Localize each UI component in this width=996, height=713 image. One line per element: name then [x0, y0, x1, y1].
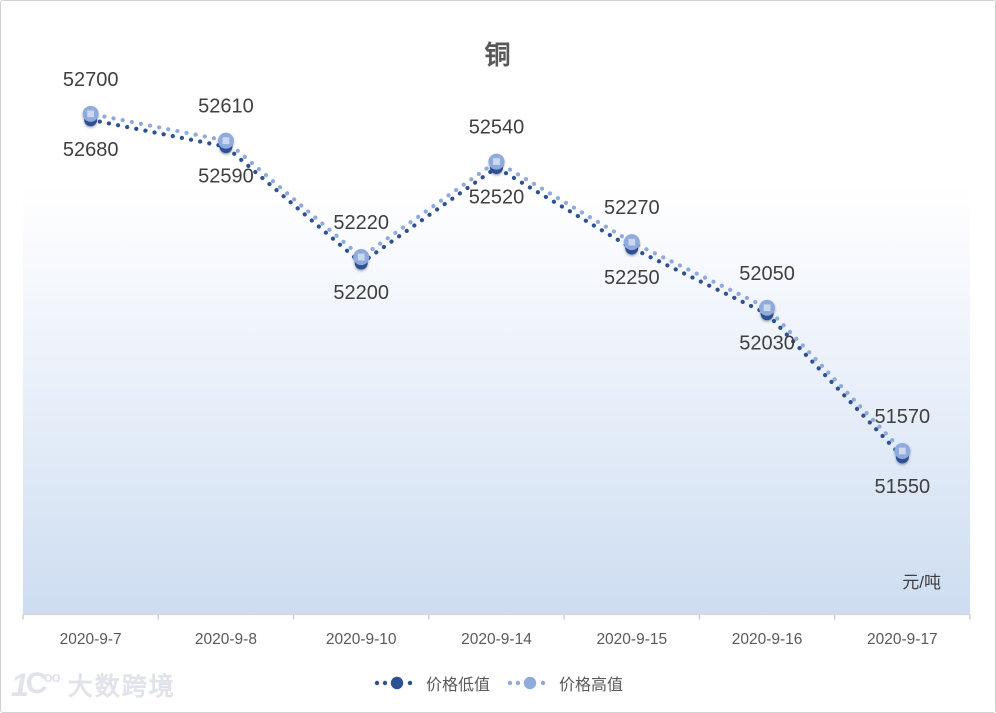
svg-text:52250: 52250 — [604, 267, 660, 289]
svg-text:52030: 52030 — [739, 333, 795, 355]
legend-item-price-low: 价格低值 — [373, 671, 490, 695]
price-line-chart: 2020-9-7 2020-9-8 2020-9-10 2020-9-14 2020-9… — [22, 69, 971, 648]
legend-label-price-high: 价格高值 — [559, 677, 624, 694]
watermark-logo-c: C — [25, 667, 48, 700]
svg-text:52200: 52200 — [333, 282, 389, 304]
svg-text:52610: 52610 — [198, 96, 254, 118]
watermark-logo-one: 1 — [11, 667, 29, 703]
svg-text:52220: 52220 — [333, 212, 389, 234]
svg-text:52050: 52050 — [739, 263, 795, 285]
svg-text:2020-9-8: 2020-9-8 — [195, 631, 257, 648]
svg-text:52520: 52520 — [469, 187, 525, 209]
svg-text:52270: 52270 — [604, 197, 660, 219]
svg-text:2020-9-17: 2020-9-17 — [867, 631, 938, 648]
svg-text:2020-9-7: 2020-9-7 — [60, 631, 122, 648]
svg-text:52540: 52540 — [469, 117, 525, 139]
svg-text:2020-9-15: 2020-9-15 — [596, 631, 667, 648]
watermark-logo-circles: oo — [43, 669, 60, 686]
chart-title: 铜 — [484, 40, 512, 70]
legend-label-price-low: 价格低值 — [425, 677, 490, 694]
plot-area — [23, 1, 970, 614]
svg-text:52700: 52700 — [63, 69, 119, 91]
watermark-text: 大数跨境 — [67, 673, 176, 701]
svg-text:2020-9-10: 2020-9-10 — [326, 631, 397, 648]
svg-text:52590: 52590 — [198, 166, 254, 188]
svg-text:52680: 52680 — [63, 139, 119, 161]
dotted-line-marker-icon — [507, 676, 546, 690]
legend-item-price-high: 价格高值 — [506, 671, 623, 695]
svg-text:2020-9-16: 2020-9-16 — [732, 631, 803, 648]
legend: 价格低值 价格高值 — [1, 671, 995, 695]
svg-text:51550: 51550 — [875, 476, 931, 498]
unit-label: 元/吨 — [902, 573, 941, 592]
dotted-line-marker-icon — [374, 676, 413, 690]
svg-text:2020-9-14: 2020-9-14 — [461, 631, 532, 648]
svg-text:51570: 51570 — [875, 406, 931, 428]
